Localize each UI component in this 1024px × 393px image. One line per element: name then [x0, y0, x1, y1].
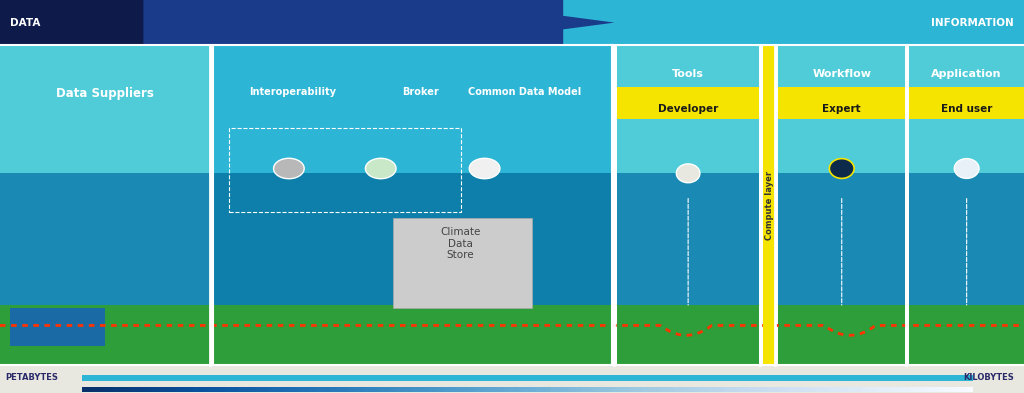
Bar [763, 45, 775, 365]
Bar [0, 0, 154, 45]
Bar [393, 218, 532, 308]
Bar [563, 0, 1024, 45]
Text: Application: Application [932, 69, 1001, 79]
Text: Tools: Tools [672, 69, 705, 79]
Bar [0, 305, 210, 365]
Text: Developer: Developer [658, 104, 718, 114]
Polygon shape [143, 0, 614, 45]
Bar [778, 305, 905, 365]
Text: DATA: DATA [10, 18, 41, 28]
Bar [617, 87, 759, 119]
Text: Compute layer: Compute layer [765, 171, 773, 240]
Bar [0, 365, 1024, 393]
Bar [213, 305, 612, 365]
Text: Interoperability: Interoperability [250, 87, 336, 97]
Text: Climate
Data
Store: Climate Data Store [440, 227, 481, 261]
Text: End user: End user [941, 104, 992, 114]
Bar [617, 173, 759, 365]
Text: KILOBYTES: KILOBYTES [963, 373, 1014, 382]
Text: Broker: Broker [402, 87, 439, 97]
Ellipse shape [366, 158, 396, 179]
Bar [909, 45, 1024, 173]
Text: INFORMATION: INFORMATION [931, 18, 1014, 28]
Bar [10, 308, 104, 346]
Ellipse shape [954, 159, 979, 178]
Bar [778, 87, 905, 119]
Text: Common Data Model: Common Data Model [468, 87, 581, 97]
Text: PETABYTES: PETABYTES [5, 373, 58, 382]
Text: Data Suppliers: Data Suppliers [56, 87, 154, 100]
Bar [617, 45, 759, 173]
Bar [778, 45, 905, 173]
Text: Workflow: Workflow [812, 69, 871, 79]
Text: Expert: Expert [822, 104, 861, 114]
Ellipse shape [469, 158, 500, 179]
Bar [909, 173, 1024, 365]
Bar [229, 129, 461, 212]
Bar [778, 173, 905, 365]
Bar [82, 375, 973, 380]
Bar [0, 173, 210, 365]
Bar [617, 305, 759, 365]
Bar [0, 0, 184, 45]
Bar [909, 87, 1024, 119]
Bar [909, 305, 1024, 365]
Bar [213, 45, 612, 173]
Ellipse shape [273, 158, 304, 179]
Ellipse shape [829, 159, 854, 178]
Bar [0, 45, 210, 173]
Ellipse shape [676, 164, 700, 183]
Bar [82, 375, 973, 380]
Bar [213, 173, 612, 365]
